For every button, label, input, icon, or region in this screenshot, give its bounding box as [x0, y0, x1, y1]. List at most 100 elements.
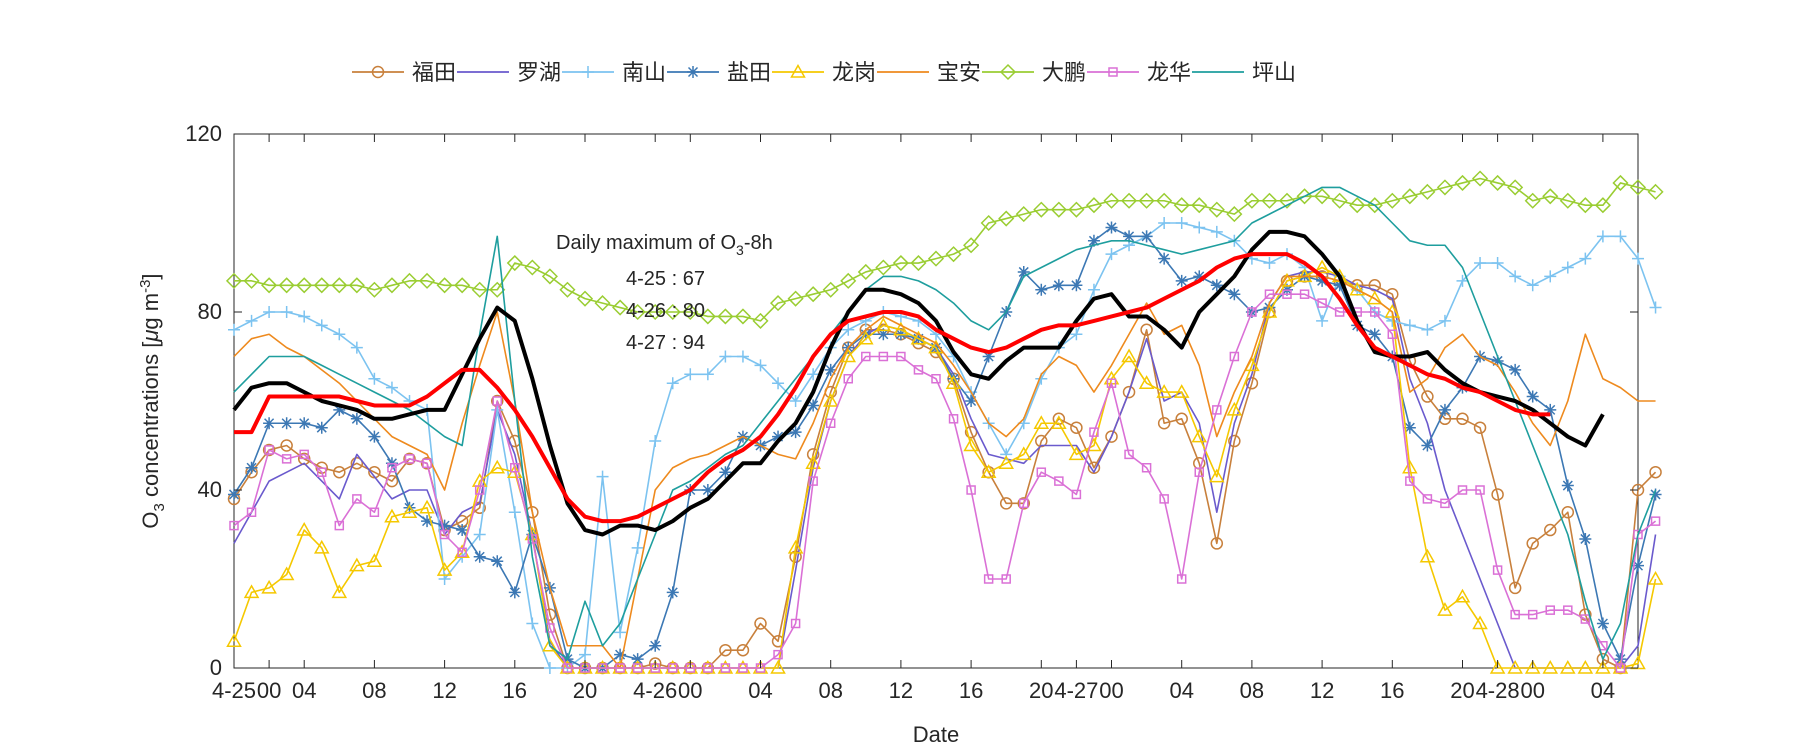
data-point	[1419, 548, 1436, 563]
data-point	[384, 508, 400, 523]
data-point	[982, 350, 995, 363]
y-tick-label: 40	[198, 477, 222, 502]
data-point	[333, 403, 346, 416]
data-point	[263, 306, 276, 318]
data-point	[369, 507, 380, 517]
annotation-line: 4-26 : 80	[626, 300, 705, 322]
data-point	[1629, 179, 1647, 196]
data-point	[1614, 230, 1627, 243]
data-point	[754, 617, 767, 630]
data-point	[1175, 217, 1188, 229]
data-point	[1124, 449, 1134, 460]
data-point	[1471, 170, 1489, 187]
data-point	[1542, 659, 1559, 674]
data-point	[1158, 252, 1171, 265]
legend-swatch-marker	[790, 63, 806, 78]
data-point	[699, 308, 716, 325]
data-point	[1122, 385, 1136, 399]
data-point	[422, 458, 432, 469]
data-point	[1560, 659, 1576, 674]
x-tick-label: 00	[678, 678, 702, 703]
data-point	[229, 520, 239, 531]
data-point	[858, 330, 874, 345]
x-tick-label: 4-28	[1476, 678, 1520, 703]
data-point	[1489, 659, 1506, 674]
data-point	[945, 375, 962, 389]
data-point	[1193, 221, 1206, 234]
legend-swatch-marker	[999, 63, 1017, 81]
data-point	[998, 210, 1015, 227]
data-point	[1594, 197, 1611, 214]
data-point	[910, 254, 927, 272]
data-point	[822, 281, 839, 298]
data-point	[1089, 427, 1099, 437]
data-point	[807, 399, 820, 412]
data-point	[822, 392, 839, 407]
data-point	[612, 299, 629, 316]
data-point	[893, 321, 909, 336]
data-point	[243, 272, 260, 289]
data-point	[806, 448, 820, 461]
data-point	[631, 541, 644, 554]
data-point	[263, 417, 276, 430]
data-point	[436, 277, 453, 294]
data-point	[1579, 532, 1592, 545]
data-point	[717, 308, 734, 325]
data-point	[1403, 421, 1416, 434]
data-point	[1544, 270, 1557, 283]
data-point	[1243, 192, 1260, 209]
data-point	[1647, 570, 1664, 585]
data-point	[1456, 274, 1469, 287]
data-point	[489, 459, 506, 474]
data-point	[1472, 615, 1488, 630]
data-point	[805, 286, 822, 303]
data-point	[684, 368, 697, 381]
data-point	[1105, 248, 1118, 261]
annotation: Daily maximum of O3-8h 4-25 : 67 4-26 : …	[556, 232, 773, 354]
data-point	[1650, 516, 1661, 526]
data-point	[840, 348, 857, 363]
data-point	[543, 662, 556, 674]
x-tick-label: 4-25	[212, 678, 256, 703]
data-point	[1366, 290, 1383, 305]
data-point	[491, 555, 504, 568]
data-point	[1454, 174, 1471, 192]
legend-item: 龙华	[1087, 60, 1191, 85]
data-point	[1070, 279, 1083, 292]
data-point	[1614, 653, 1627, 666]
data-point	[454, 277, 471, 294]
data-point	[1282, 289, 1292, 299]
data-point	[264, 445, 274, 455]
data-point	[1492, 565, 1503, 575]
data-point	[1509, 270, 1522, 283]
legend-item: 坪山	[1192, 60, 1296, 85]
data-point	[1579, 252, 1592, 265]
x-tick-label: 16	[959, 678, 983, 703]
data-point	[931, 374, 941, 384]
data-point	[243, 584, 260, 599]
data-point	[843, 374, 853, 384]
data-point	[1509, 363, 1522, 376]
y-tick-label: 0	[210, 655, 222, 680]
data-point	[280, 306, 293, 318]
y-label-sub: 3	[151, 503, 168, 511]
data-point	[245, 314, 258, 327]
data-point	[228, 488, 240, 501]
legend-item: 盐田	[667, 60, 771, 85]
data-point	[1384, 303, 1401, 318]
data-point	[1526, 537, 1539, 550]
data-point	[457, 547, 467, 558]
data-point	[1438, 403, 1451, 416]
data-point	[1001, 574, 1011, 584]
x-tick-label: 04	[1591, 678, 1615, 703]
data-point	[1649, 301, 1662, 314]
data-point	[1632, 559, 1644, 572]
data-point	[1489, 174, 1506, 192]
data-point	[506, 254, 523, 272]
data-point	[769, 295, 787, 312]
data-point	[1387, 329, 1398, 339]
data-point	[1263, 257, 1276, 270]
legend-item: 大鹏	[982, 60, 1086, 85]
legend-item: 福田	[352, 60, 456, 85]
